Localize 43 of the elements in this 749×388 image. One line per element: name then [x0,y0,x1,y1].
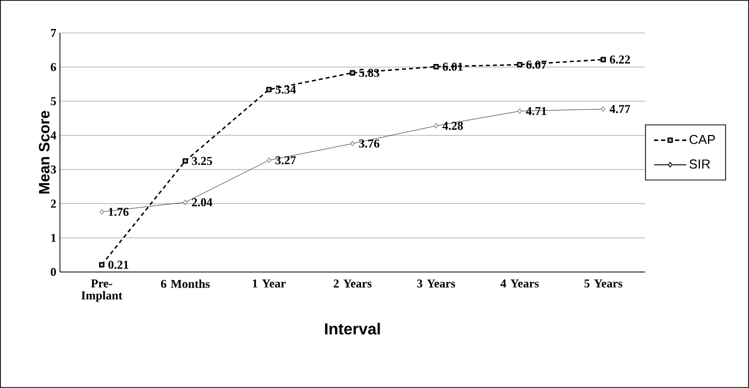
data-label: 3.27 [276,156,296,164]
point [518,108,522,114]
point [350,141,354,146]
x-tick-label: 3 Years [417,280,456,288]
point [433,64,439,70]
data-label: 4.77 [610,105,630,114]
y-tick-label: 6 [50,63,56,72]
point [516,62,522,68]
y-tick-label: 1 [51,234,56,242]
data-label: 6.22 [610,56,630,64]
y-axis-title: Mean Score [38,110,50,194]
y-tick-label: 3 [50,166,56,174]
x-tick-label: 4 Years [500,280,539,288]
point [183,200,188,205]
y-tick-label: 7 [51,29,56,37]
x-tick-label: 1 Year [252,280,286,288]
y-tick-label: 0 [50,268,56,276]
legend-label: CAP [690,134,715,144]
point [100,209,104,215]
point [99,262,104,268]
point [182,158,188,164]
data-label: 1.76 [108,208,129,216]
y-tick-label: 5 [50,97,56,106]
x-tick-label: 2 Years [334,280,372,288]
y-tick-label: 4 [50,131,56,140]
legend-label: SIR [689,159,710,169]
data-label: 3.76 [359,140,380,148]
x-tick-label: 6 Months [161,280,210,288]
data-label: 4.28 [442,122,463,130]
point [266,86,272,92]
point [266,158,271,163]
data-label: 2.04 [192,198,212,206]
x-tick-label: Pre-Implant [81,280,122,302]
x-tick-label: 5 Years [584,280,622,288]
point [350,70,356,76]
y-tick-label: 2 [50,200,56,208]
data-label: 0.21 [108,260,128,269]
data-label: 5.34 [276,86,296,94]
point [600,56,606,62]
point [601,106,606,112]
x-axis-title: Interval [325,322,380,335]
data-label: 3.25 [192,156,212,166]
point [434,123,438,128]
